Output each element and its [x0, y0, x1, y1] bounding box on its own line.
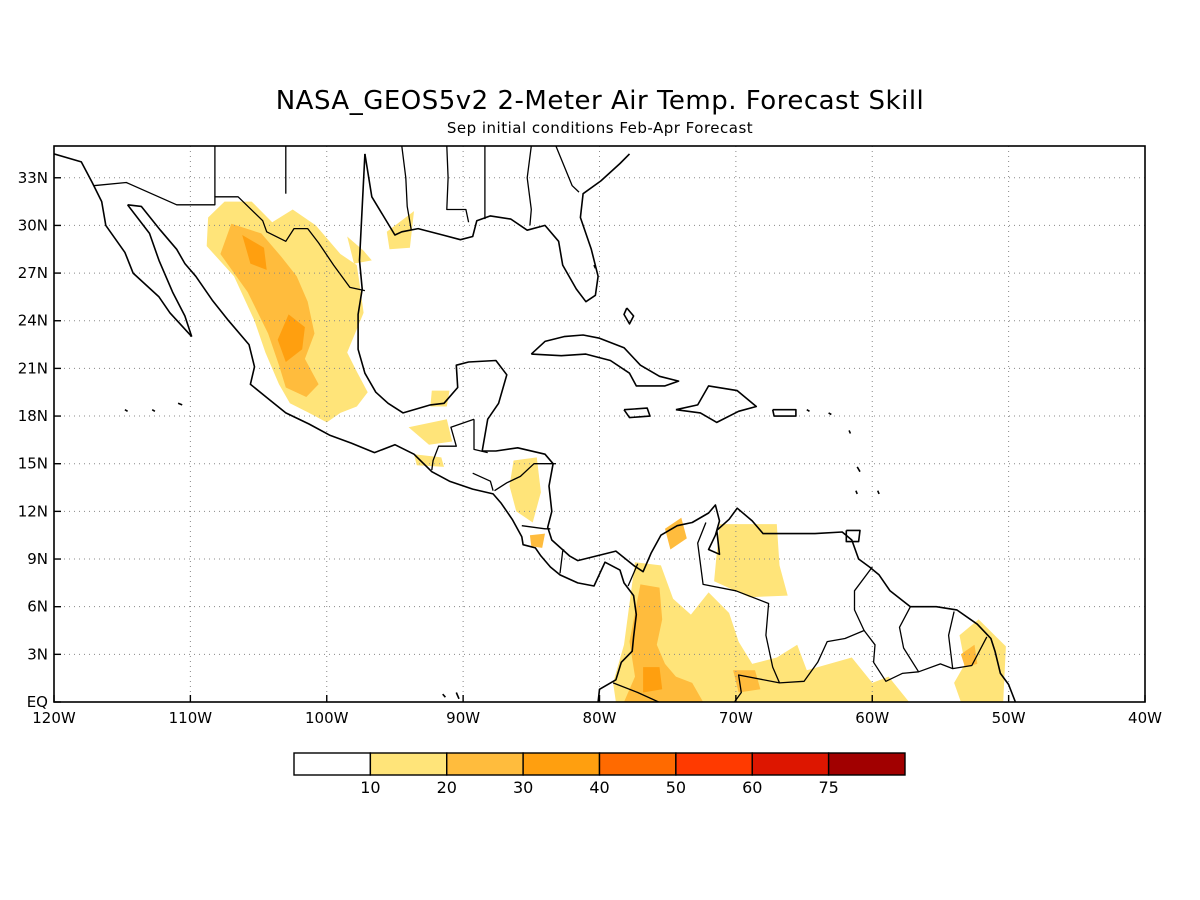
- colorbar-label: 60: [742, 778, 762, 797]
- country-border: [898, 606, 953, 673]
- skill-area-mexico-peak: [242, 235, 267, 270]
- country-border: [526, 146, 532, 226]
- y-tick-label: 15N: [18, 455, 48, 473]
- x-tick-label: 100W: [305, 709, 349, 727]
- coastline: [675, 385, 758, 424]
- colorbar-swatch: [522, 752, 601, 776]
- x-tick-label: 90W: [446, 709, 480, 727]
- skill-area-mexico-peak-2: [277, 314, 305, 362]
- skill-area-venezuela-north: [714, 524, 788, 598]
- country-border: [93, 181, 366, 292]
- colorbar-label: 40: [589, 778, 609, 797]
- coastline: [856, 466, 861, 473]
- colorbar-swatch: [598, 752, 677, 776]
- coastline: [127, 204, 638, 702]
- skill-area-guatemala-patch: [408, 419, 453, 445]
- country-border: [779, 566, 873, 684]
- country-border: [863, 630, 919, 682]
- skill-area-oaxaca-patch: [414, 454, 444, 467]
- y-tick-label: 12N: [18, 502, 48, 520]
- coastline: [151, 409, 156, 412]
- coastline: [623, 407, 651, 419]
- coastline: [593, 264, 597, 269]
- y-tick-label: 24N: [18, 312, 48, 330]
- country-border: [627, 563, 639, 587]
- coastline: [623, 307, 635, 325]
- political-border-layer: [93, 146, 988, 702]
- coastline: [455, 692, 460, 700]
- coastline: [845, 529, 861, 543]
- x-tick-label: 40W: [1128, 709, 1162, 727]
- coastline: [124, 409, 129, 412]
- y-tick-label: 9N: [27, 550, 48, 568]
- skill-area-colombia-core: [613, 562, 910, 702]
- map-title: NASA_GEOS5v2 2-Meter Air Temp. Forecast …: [275, 86, 925, 116]
- y-tick-label: 33N: [18, 169, 48, 187]
- x-tick-label: 60W: [855, 709, 889, 727]
- country-border: [612, 682, 661, 702]
- latitude-axis: EQ 3N 6N 9N 12N 15N 18N 21N 24N 27N 30N 33N: [18, 169, 61, 711]
- country-border: [446, 146, 470, 223]
- y-tick-label: 27N: [18, 264, 48, 282]
- x-tick-label: 110W: [169, 709, 213, 727]
- country-border: [521, 525, 551, 530]
- coastline: [806, 409, 810, 412]
- skill-area-costa-rica-patch: [529, 533, 545, 548]
- colorbar-label: 20: [437, 778, 457, 797]
- skill-area-guiana-patch: [954, 619, 1006, 702]
- country-border: [401, 146, 412, 231]
- skill-area-louisiana-patch: [386, 211, 414, 250]
- x-tick-label: 50W: [992, 709, 1026, 727]
- y-tick-label: 6N: [27, 598, 48, 616]
- y-tick-label: EQ: [27, 693, 48, 711]
- coastline: [855, 490, 858, 495]
- coastline: [876, 490, 880, 495]
- coastline: [126, 204, 193, 337]
- coastline: [177, 402, 183, 406]
- colorbar-swatch: [293, 752, 372, 776]
- y-tick-label: 18N: [18, 407, 48, 425]
- y-tick-label: 3N: [27, 645, 48, 663]
- map-subtitle: Sep initial conditions Feb-Apr Forecast: [446, 119, 754, 137]
- country-border: [555, 146, 580, 193]
- country-border: [697, 522, 781, 702]
- country-border: [431, 418, 475, 471]
- y-tick-label: 30N: [18, 216, 48, 234]
- colorbar-swatch: [369, 752, 448, 776]
- x-tick-label: 70W: [719, 709, 753, 727]
- colorbar-swatch: [827, 752, 906, 776]
- colorbar-swatch: [675, 752, 753, 776]
- coastline: [771, 408, 797, 417]
- x-tick-label: 120W: [32, 709, 76, 727]
- country-border: [559, 549, 565, 574]
- country-border: [947, 611, 988, 670]
- country-border: [472, 472, 494, 491]
- skill-area-colombia-peak: [643, 667, 663, 693]
- country-border: [494, 463, 556, 492]
- skill-area-caribbean-coast-patch: [665, 517, 687, 550]
- x-tick-label: 80W: [583, 709, 617, 727]
- coastline: [442, 693, 447, 698]
- country-border: [473, 419, 488, 454]
- coastline: [848, 430, 852, 434]
- colorbar-label: 10: [360, 778, 380, 797]
- colorbar-label: 30: [513, 778, 533, 797]
- colorbar-swatch: [751, 752, 830, 776]
- coastline: [530, 334, 680, 387]
- y-tick-label: 21N: [18, 359, 48, 377]
- colorbar-label: 75: [818, 778, 838, 797]
- colorbar-legend: 10 20 30 40 50 60 75: [293, 752, 906, 797]
- coastline-layer: [54, 153, 1017, 702]
- coastline: [54, 153, 193, 338]
- colorbar-label: 50: [666, 778, 686, 797]
- longitude-axis: 120W 110W 100W 90W 80W 70W 60W 50W 40W: [32, 695, 1162, 727]
- coastline: [364, 153, 631, 303]
- skill-area-honduras-patch: [509, 457, 541, 523]
- colorbar-swatch: [446, 752, 524, 776]
- graticule-grid: [54, 146, 1145, 702]
- coastline: [828, 412, 832, 416]
- coastline: [357, 153, 1017, 702]
